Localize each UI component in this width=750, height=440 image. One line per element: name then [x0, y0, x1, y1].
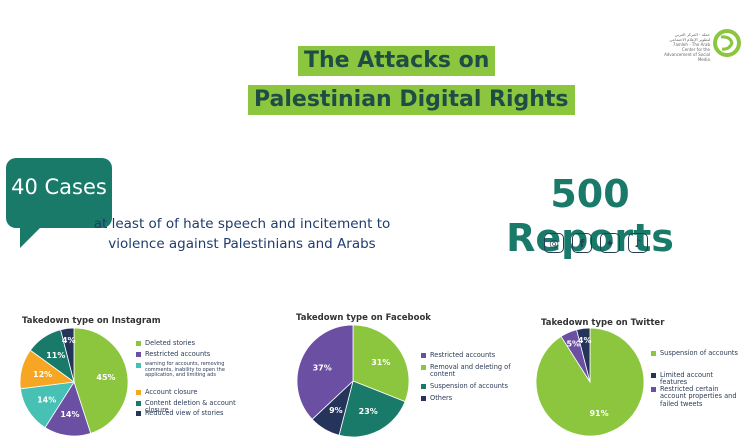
facebook-legend: Restricted accounts Removal and deleting … [421, 351, 541, 422]
instagram-legend-item: Reduced view of stories [136, 409, 240, 417]
facebook-legend-label: Suspension of accounts [430, 382, 508, 390]
instagram-chart-title: Takedown type on Instagram [22, 316, 161, 326]
facebook-legend-label: Others [430, 394, 453, 402]
twitter-legend-label: Suspension of accounts [660, 349, 738, 357]
cases-text-line2: violence against Palestinians and Arabs [108, 236, 376, 252]
instagram-legend-label: Deleted stories [145, 339, 196, 347]
twitter-legend-item: Suspension of accounts [651, 349, 741, 357]
instagram-legend-item: Content deletion & account closure [136, 399, 240, 415]
facebook-legend-item: Removal and deleting of content [421, 363, 521, 379]
facebook-slice-label-1: 31% [371, 358, 390, 367]
7amleh-logo-icon [713, 29, 741, 57]
instagram-pie-chart: 45% 14% 14% 12% 11% 4% [19, 327, 129, 437]
instagram-legend-swatch [136, 352, 141, 357]
twitter-legend-swatch [651, 351, 656, 356]
instagram-legend-label: warning for accounts, removing comments,… [145, 361, 225, 379]
cases-text-line1: at least of of hate speech and incitemen… [93, 216, 391, 232]
logo-caption: حملة - المركز العربي لتطوير الإعلام الاج… [664, 32, 710, 62]
cases-label: 40 Cases [11, 175, 107, 199]
instagram-legend-label: Account closure [145, 388, 198, 396]
twitter-pie-chart: 91% 5%4% [535, 327, 645, 437]
twitter-legend-item: Limited account features [651, 371, 741, 387]
twitter-legend-swatch [651, 387, 656, 392]
instagram-legend-item: Account closure [136, 388, 240, 396]
instagram-legend-swatch [136, 363, 141, 368]
social-icons-row: ◎ f ✦ ♪ [544, 233, 648, 253]
facebook-legend-swatch [421, 353, 426, 358]
instagram-legend-swatch [136, 390, 141, 395]
twitter-chart-title: Takedown type on Twitter [541, 318, 665, 328]
title-line1: The Attacks on [298, 46, 496, 76]
instagram-slice-6 [60, 327, 75, 383]
instagram-legend: Deleted stories Restricted accounts warnin… [136, 339, 266, 440]
twitter-slice-3 [576, 327, 591, 383]
facebook-slice-label-3: 9% [329, 406, 343, 415]
cases-bubble-tail [20, 222, 46, 248]
twitter-legend: Suspension of accounts Limited account fe… [651, 349, 746, 430]
facebook-legend-swatch [421, 384, 426, 389]
instagram-slice-label-5: 11% [46, 351, 65, 360]
instagram-legend-swatch [136, 411, 141, 416]
facebook-slice-label-2: 23% [359, 407, 378, 416]
twitter-legend-label: Limited account features [660, 371, 713, 387]
instagram-legend-item: warning for accounts, removing comments,… [136, 361, 240, 379]
facebook-icon: f [572, 233, 592, 253]
instagram-icon: ◎ [544, 233, 564, 253]
facebook-slice-2 [338, 380, 406, 438]
facebook-pie-chart: 31% 23% 9% 37% [296, 324, 410, 438]
twitter-legend-label: Restricted certain account properties an… [660, 385, 737, 408]
twitter-legend-item: Restricted certain account properties an… [651, 385, 741, 408]
instagram-slice-1 [73, 327, 129, 434]
facebook-slice-1 [352, 324, 410, 403]
twitter-slice-label-1: 91% [589, 409, 608, 418]
organization-logo: حملة - المركز العربي لتطوير الإعلام الاج… [664, 28, 744, 62]
instagram-slice-label-6: 4% [62, 336, 76, 345]
instagram-legend-item: Deleted stories [136, 339, 240, 347]
instagram-legend-item: Restricted accounts [136, 350, 240, 358]
facebook-legend-swatch [421, 396, 426, 401]
title-line2: Palestinian Digital Rights [248, 85, 575, 115]
facebook-legend-item: Others [421, 394, 521, 402]
facebook-legend-label: Removal and deleting of content [430, 363, 511, 379]
facebook-legend-label: Restricted accounts [430, 351, 496, 359]
twitter-slice-label-2: 5% [566, 339, 580, 348]
instagram-slice-label-4: 12% [33, 370, 52, 379]
instagram-legend-label: Reduced view of stories [145, 409, 224, 417]
facebook-chart-title: Takedown type on Facebook [296, 313, 431, 323]
tiktok-icon: ♪ [628, 233, 648, 253]
facebook-slice-label-4: 37% [313, 364, 332, 373]
instagram-slice-label-2: 14% [60, 410, 79, 419]
instagram-legend-label: Restricted accounts [145, 350, 211, 358]
instagram-slice-label-1: 45% [96, 373, 115, 382]
reports-label: 500 Reports [506, 172, 674, 260]
instagram-legend-swatch [136, 341, 141, 346]
twitter-icon: ✦ [600, 233, 620, 253]
instagram-legend-label: Content deletion & account closure [145, 399, 236, 415]
twitter-slice-label-3: 4% [578, 336, 592, 345]
instagram-slice-label-3: 14% [37, 395, 56, 404]
facebook-legend-item: Restricted accounts [421, 351, 521, 359]
instagram-legend-swatch [136, 401, 141, 406]
cases-bubble [6, 158, 112, 228]
twitter-legend-swatch [651, 373, 656, 378]
facebook-legend-swatch [421, 365, 426, 370]
facebook-legend-item: Suspension of accounts [421, 382, 521, 390]
facebook-slice-4 [296, 324, 354, 420]
